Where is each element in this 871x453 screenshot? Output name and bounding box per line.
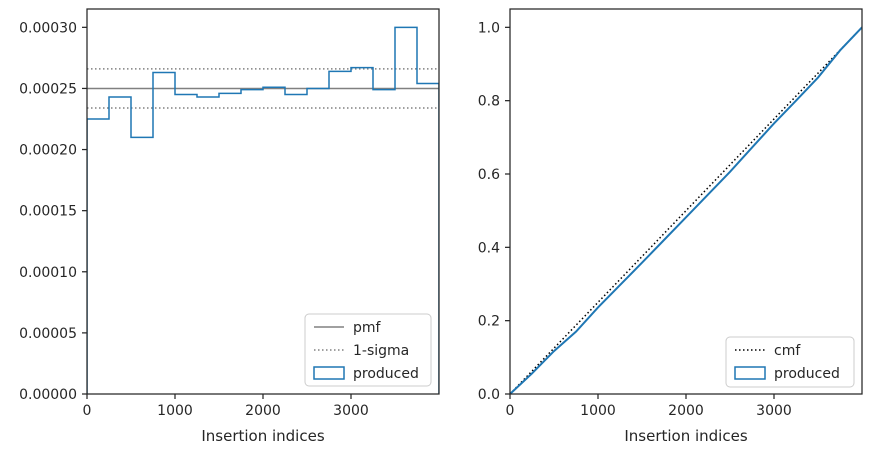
pmf-y-tick-label: 0.00030 [19,20,77,36]
pmf-x-tick-label: 2000 [245,403,281,419]
cmf-y-tick-label: 0.4 [478,240,500,256]
pmf-legend-label-1-sigma: 1-sigma [353,343,409,359]
cmf-y-tick-label: 0.2 [478,314,500,330]
pmf-x-tick-label: 1000 [157,403,193,419]
pmf-legend-frame [304,313,432,387]
cmf-panel: 0 1000 2000 3000 0.0 0.2 0.4 0.6 0.8 1.0 Insertion… [478,8,863,445]
cmf-y-tick-label: 0.8 [478,94,500,110]
cmf-axes-frame [509,8,863,395]
pmf-y-tick-label: 0.00015 [19,204,77,220]
cmf-x-tick-label: 3000 [756,403,792,419]
cmf-plot-area [510,26,862,394]
pmf-series-produced-step [87,26,439,394]
pmf-x-tick-label: 0 [83,403,92,419]
cmf-x-tick-label: 1000 [580,403,616,419]
pmf-legend: pmf 1-sigma produced [304,313,432,387]
pmf-panel: 0 1000 2000 3000 0.00000 0.00005 0.00010 0.0001… [19,8,440,445]
cmf-legend-frame [725,336,855,388]
cmf-legend-label-produced: produced [774,366,840,382]
pmf-x-tick-label: 3000 [333,403,369,419]
pmf-legend-label-pmf: pmf [353,320,382,336]
cmf-series-cmf-line [510,26,862,394]
pmf-y-tick-label: 0.00010 [19,265,77,281]
cmf-legend-label-cmf: cmf [774,343,801,359]
cmf-x-axis-label: Insertion indices [624,427,747,445]
pmf-plot-area [87,26,439,394]
pmf-legend-handle-produced [313,366,345,380]
pmf-y-tick-label: 0.00000 [19,387,77,403]
cmf-y-tick-label: 0.0 [478,387,500,403]
pmf-y-tick-label: 0.00020 [19,143,77,159]
cmf-legend: cmf produced [725,336,855,388]
cmf-series-produced-line [510,26,862,394]
cmf-x-tick-label: 2000 [668,403,704,419]
pmf-x-axis-label: Insertion indices [201,427,324,445]
cmf-y-tick-label: 0.6 [478,167,500,183]
pmf-y-tick-label: 0.00005 [19,326,77,342]
cmf-y-tick-label: 1.0 [478,20,500,36]
pmf-legend-label-produced: produced [353,366,419,382]
pmf-y-tick-label: 0.00025 [19,81,77,97]
cmf-legend-handle-produced [734,366,766,380]
cmf-x-tick-label: 0 [506,403,515,419]
